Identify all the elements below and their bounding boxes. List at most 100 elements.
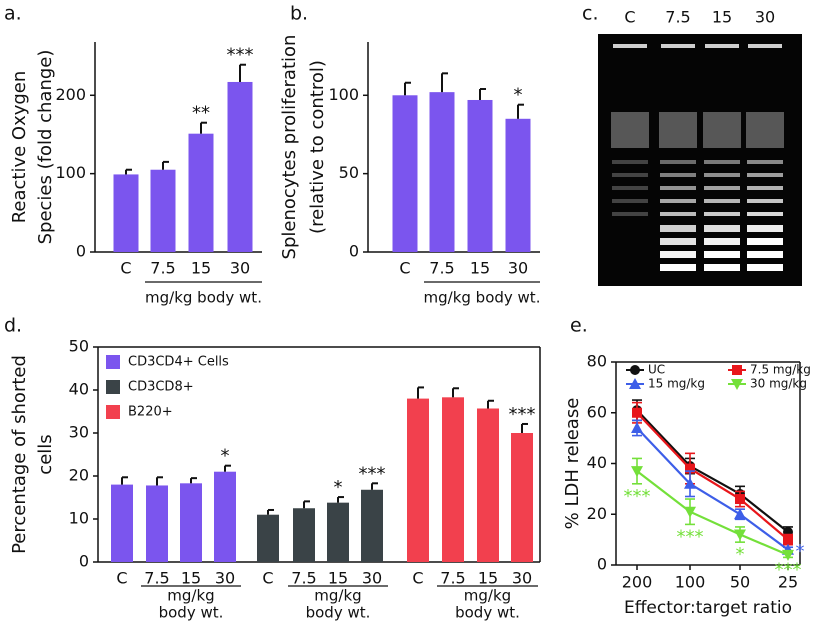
gel-band <box>747 173 783 177</box>
series-line <box>636 409 789 533</box>
x-tick-label: 7.5 <box>440 569 465 588</box>
x-tick-label: 15 <box>328 569 348 588</box>
y-tick-label: 100 <box>55 163 86 182</box>
marker <box>685 463 695 474</box>
bar <box>293 508 315 562</box>
x-tick-label: 25 <box>778 573 798 592</box>
y-tick-label: 10 <box>69 509 89 528</box>
y-tick-label: 50 <box>339 163 359 182</box>
x-tick-label: C <box>116 569 127 588</box>
marker <box>684 477 696 489</box>
series-line <box>636 427 789 551</box>
bar <box>227 81 253 253</box>
significance: *** <box>677 526 704 547</box>
gel-smear <box>746 112 784 148</box>
legend-label: 15 mg/kg <box>648 377 705 391</box>
bar <box>113 174 139 252</box>
y-tick-label: 200 <box>55 85 86 104</box>
significance: *** <box>624 486 651 507</box>
y-tick-label: 0 <box>597 555 607 574</box>
bar <box>477 408 499 562</box>
bar <box>467 99 493 252</box>
x-tick-label: 30 <box>215 569 235 588</box>
marker <box>684 506 696 518</box>
x-tick-label: 30 <box>512 569 532 588</box>
y-axis-label: % LDH release <box>562 398 583 530</box>
gel-band <box>704 251 740 258</box>
y-tick-label: 50 <box>69 337 89 356</box>
gel-band <box>747 160 783 164</box>
gel-band <box>704 264 740 271</box>
gel-band <box>660 212 696 216</box>
x-tick-label: 15 <box>181 569 201 588</box>
marker <box>734 529 746 541</box>
bar <box>327 502 349 562</box>
gel-well <box>748 44 782 48</box>
legend-label: CD3CD4+ Cells <box>128 355 229 370</box>
legend-swatch <box>106 380 120 394</box>
panel-label: c. <box>582 3 599 25</box>
x-axis-label: mg/kg body wt. <box>424 289 541 307</box>
y-tick-label: 60 <box>587 402 607 421</box>
y-axis-label: Species (fold change) <box>35 50 56 245</box>
lane-label: C <box>624 8 635 27</box>
panel-label: d. <box>4 315 22 337</box>
bar <box>429 92 455 252</box>
series-line <box>636 411 789 541</box>
gel-well <box>613 44 647 48</box>
y-axis-label: Percentage of shorted <box>9 355 30 554</box>
x-tick-label: 7.5 <box>144 569 169 588</box>
y-tick-label: 0 <box>76 242 86 261</box>
x-tick-label: 100 <box>675 573 706 592</box>
legend-label: UC <box>648 363 665 377</box>
gel-band <box>660 238 696 245</box>
y-tick-label: 0 <box>79 552 89 571</box>
gel-band <box>660 173 696 177</box>
bar <box>361 489 383 562</box>
gel-band <box>747 238 783 245</box>
gel-band <box>747 225 783 232</box>
gel-band <box>704 212 740 216</box>
gel-band <box>704 225 740 232</box>
gel-band <box>704 199 740 203</box>
series-line <box>636 470 789 556</box>
gel-band <box>704 238 740 245</box>
gel-well <box>661 44 695 48</box>
marker <box>734 508 746 520</box>
legend-swatch <box>106 405 120 419</box>
x-tick-label: C <box>399 259 410 278</box>
lane-label: 7.5 <box>665 8 690 27</box>
panel-label: e. <box>570 315 588 337</box>
gel-band <box>747 251 783 258</box>
significance: *** <box>359 463 386 484</box>
legend-label: B220+ <box>128 405 173 420</box>
x-tick-label: 15 <box>478 569 498 588</box>
x-tick-label: 30 <box>508 259 528 278</box>
x-tick-label: 15 <box>470 259 490 278</box>
bar <box>505 118 531 252</box>
x-axis-label: mg/kg <box>167 587 214 605</box>
gel-band <box>704 186 740 190</box>
marker <box>732 365 742 375</box>
y-axis-label: cells <box>35 434 56 474</box>
x-tick-label: 7.5 <box>291 569 316 588</box>
marker <box>783 534 793 545</box>
marker <box>782 549 794 561</box>
gel-smear <box>611 112 649 148</box>
panel-label: b. <box>290 3 308 25</box>
y-axis-label: Reactive Oxygen <box>9 71 30 224</box>
gel-band <box>747 199 783 203</box>
y-tick-label: 40 <box>69 380 89 399</box>
bar <box>257 514 279 562</box>
gel-band <box>660 251 696 258</box>
significance: *** <box>775 559 802 580</box>
marker <box>630 365 640 375</box>
bar <box>150 169 176 252</box>
x-tick-label: C <box>120 259 131 278</box>
x-tick-label: C <box>262 569 273 588</box>
y-tick-label: 20 <box>587 504 607 523</box>
bar <box>511 433 533 562</box>
gel-band <box>612 212 648 216</box>
significance: * <box>736 544 745 565</box>
